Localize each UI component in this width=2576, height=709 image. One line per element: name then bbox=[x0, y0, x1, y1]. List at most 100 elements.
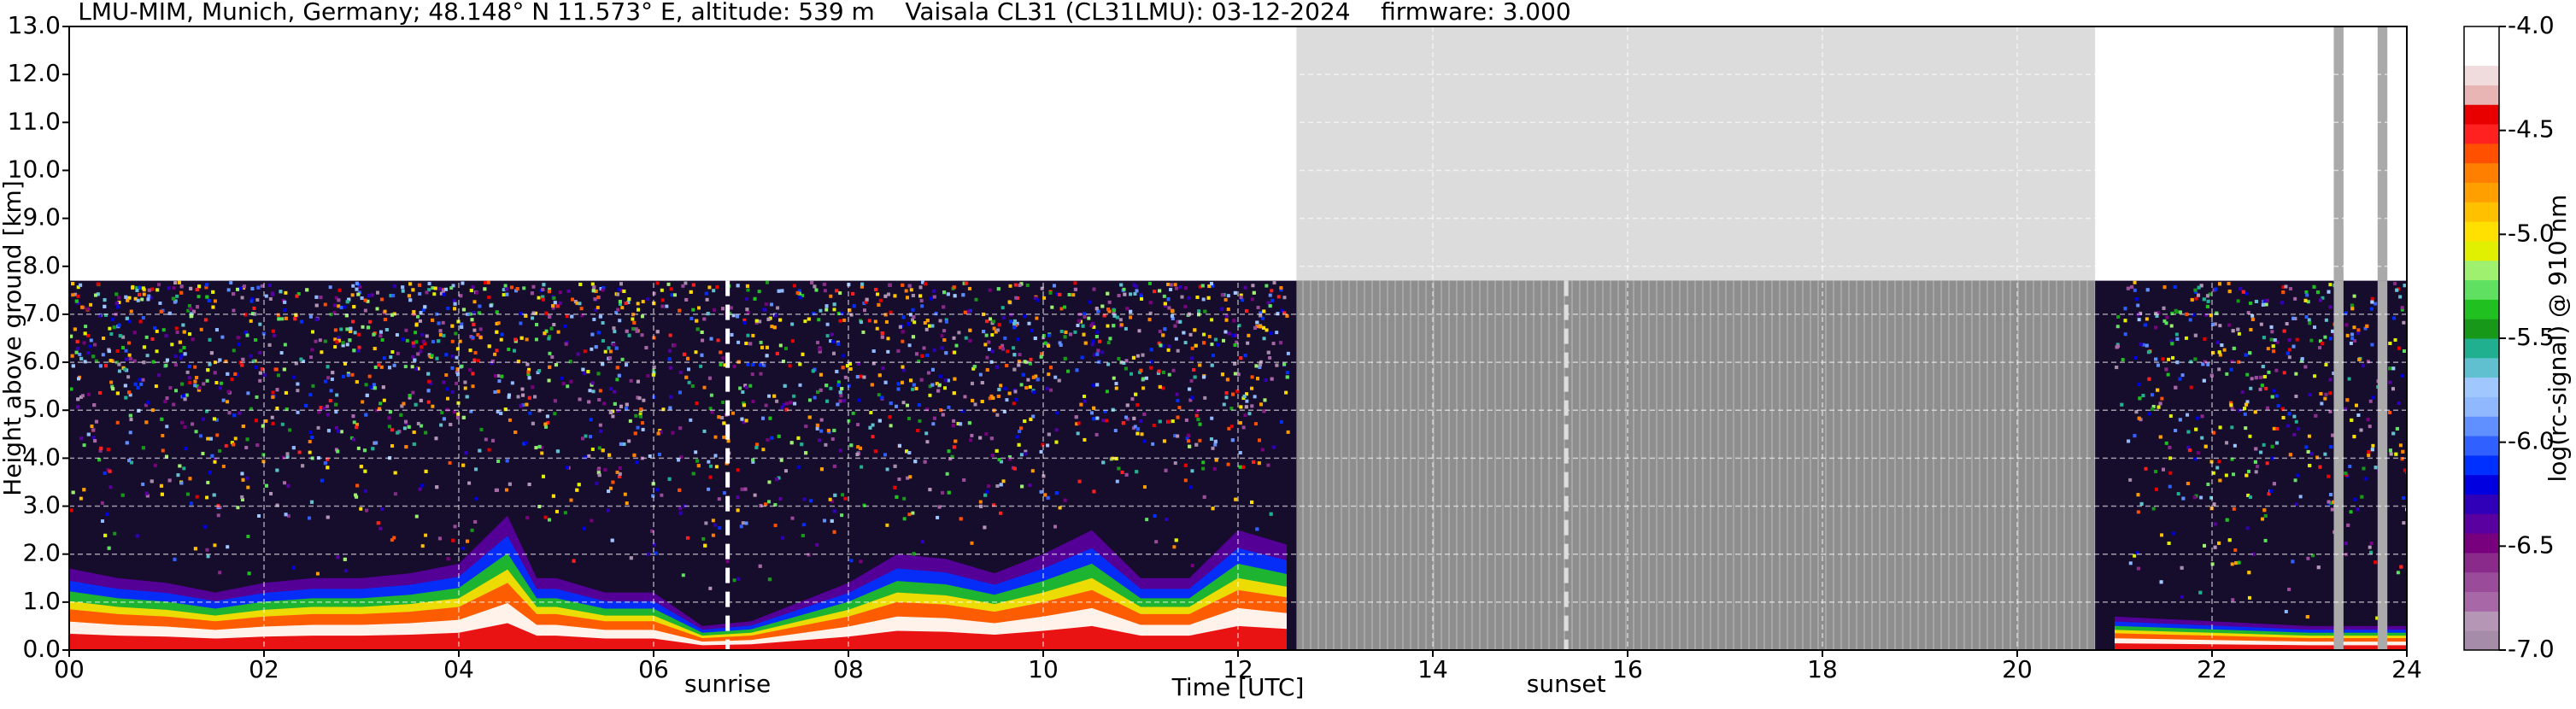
speckle-dot bbox=[2136, 303, 2140, 308]
speckle-dot bbox=[98, 448, 103, 453]
speckle-dot bbox=[918, 285, 923, 290]
speckle-dot bbox=[970, 381, 974, 385]
speckle-dot bbox=[2245, 526, 2250, 530]
speckle-dot bbox=[2293, 478, 2297, 483]
speckle-dot bbox=[2347, 377, 2351, 381]
speckle-dot bbox=[1247, 333, 1251, 337]
speckle-dot bbox=[125, 357, 129, 361]
speckle-dot bbox=[1000, 343, 1005, 348]
speckle-dot bbox=[2187, 448, 2192, 453]
speckle-dot bbox=[864, 300, 868, 304]
speckle-dot bbox=[2161, 467, 2165, 472]
speckle-dot bbox=[132, 359, 137, 363]
speckle-dot bbox=[83, 331, 87, 336]
speckle-dot bbox=[412, 310, 416, 314]
speckle-dot bbox=[2327, 500, 2331, 504]
speckle-dot bbox=[308, 440, 312, 444]
speckle-dot bbox=[745, 296, 749, 301]
speckle-dot bbox=[1176, 319, 1180, 324]
speckle-dot bbox=[2176, 492, 2180, 496]
speckle-dot bbox=[1182, 331, 1186, 335]
speckle-dot bbox=[702, 317, 707, 321]
speckle-dot bbox=[286, 483, 290, 488]
speckle-dot bbox=[874, 287, 878, 291]
x-tick-label: 24 bbox=[2391, 655, 2422, 683]
speckle-dot bbox=[1189, 378, 1194, 383]
speckle-dot bbox=[249, 299, 254, 303]
speckle-dot bbox=[1250, 297, 1254, 302]
speckle-dot bbox=[1041, 442, 1045, 447]
speckle-dot bbox=[2359, 428, 2363, 432]
speckle-dot bbox=[1202, 332, 1206, 337]
speckle-dot bbox=[566, 384, 570, 389]
speckle-dot bbox=[408, 282, 413, 286]
speckle-dot bbox=[906, 476, 910, 480]
speckle-dot bbox=[1262, 309, 1266, 313]
speckle-dot bbox=[918, 294, 923, 298]
speckle-dot bbox=[746, 288, 750, 292]
speckle-dot bbox=[1018, 426, 1023, 431]
colorbar-segment bbox=[2464, 26, 2499, 47]
no-data-upper bbox=[1296, 26, 2096, 281]
speckle-dot bbox=[455, 355, 459, 360]
speckle-dot bbox=[1209, 282, 1213, 286]
speckle-dot bbox=[75, 301, 79, 305]
speckle-dot bbox=[117, 362, 121, 366]
speckle-dot bbox=[347, 297, 351, 302]
speckle-dot bbox=[2215, 311, 2219, 315]
speckle-dot bbox=[301, 359, 305, 363]
speckle-dot bbox=[744, 419, 748, 423]
speckle-dot bbox=[832, 509, 836, 513]
speckle-dot bbox=[1271, 445, 1276, 449]
speckle-dot bbox=[1169, 283, 1173, 287]
speckle-dot bbox=[427, 282, 431, 286]
speckle-dot bbox=[829, 339, 833, 343]
speckle-dot bbox=[205, 295, 209, 299]
speckle-dot bbox=[74, 350, 79, 354]
speckle-dot bbox=[875, 326, 879, 331]
speckle-dot bbox=[2205, 304, 2209, 308]
speckle-dot bbox=[2368, 399, 2373, 403]
speckle-dot bbox=[446, 306, 450, 310]
speckle-dot bbox=[238, 411, 242, 415]
speckle-dot bbox=[2209, 373, 2214, 378]
speckle-dot bbox=[569, 379, 573, 384]
speckle-dot bbox=[197, 295, 201, 299]
speckle-dot bbox=[668, 333, 672, 337]
speckle-dot bbox=[2186, 445, 2191, 449]
speckle-dot bbox=[924, 407, 929, 412]
speckle-dot bbox=[2185, 312, 2189, 316]
speckle-dot bbox=[1271, 342, 1276, 346]
speckle-dot bbox=[1046, 495, 1050, 500]
speckle-dot bbox=[133, 382, 138, 386]
speckle-dot bbox=[111, 317, 115, 321]
speckle-dot bbox=[413, 358, 417, 362]
speckle-dot bbox=[828, 497, 832, 501]
colorbar-segment bbox=[2464, 221, 2499, 242]
colorbar-segment bbox=[2464, 202, 2499, 222]
speckle-dot bbox=[2172, 531, 2176, 536]
speckle-dot bbox=[912, 552, 916, 556]
speckle-dot bbox=[328, 399, 332, 403]
speckle-dot bbox=[2350, 418, 2354, 422]
speckle-dot bbox=[337, 336, 341, 340]
speckle-dot bbox=[684, 375, 689, 379]
speckle-dot bbox=[739, 524, 743, 529]
speckle-dot bbox=[1042, 334, 1046, 338]
speckle-dot bbox=[558, 302, 562, 306]
speckle-dot bbox=[509, 285, 513, 290]
speckle-dot bbox=[967, 286, 971, 290]
speckle-dot bbox=[666, 282, 671, 286]
speckle-dot bbox=[830, 499, 835, 503]
speckle-dot bbox=[908, 475, 912, 479]
speckle-dot bbox=[1075, 368, 1079, 372]
speckle-dot bbox=[978, 436, 983, 440]
speckle-dot bbox=[188, 380, 192, 384]
speckle-dot bbox=[964, 336, 968, 340]
speckle-dot bbox=[1112, 311, 1116, 315]
speckle-dot bbox=[430, 354, 434, 358]
speckle-dot bbox=[710, 410, 714, 414]
speckle-dot bbox=[984, 432, 989, 437]
speckle-dot bbox=[499, 411, 503, 415]
speckle-dot bbox=[241, 424, 245, 428]
